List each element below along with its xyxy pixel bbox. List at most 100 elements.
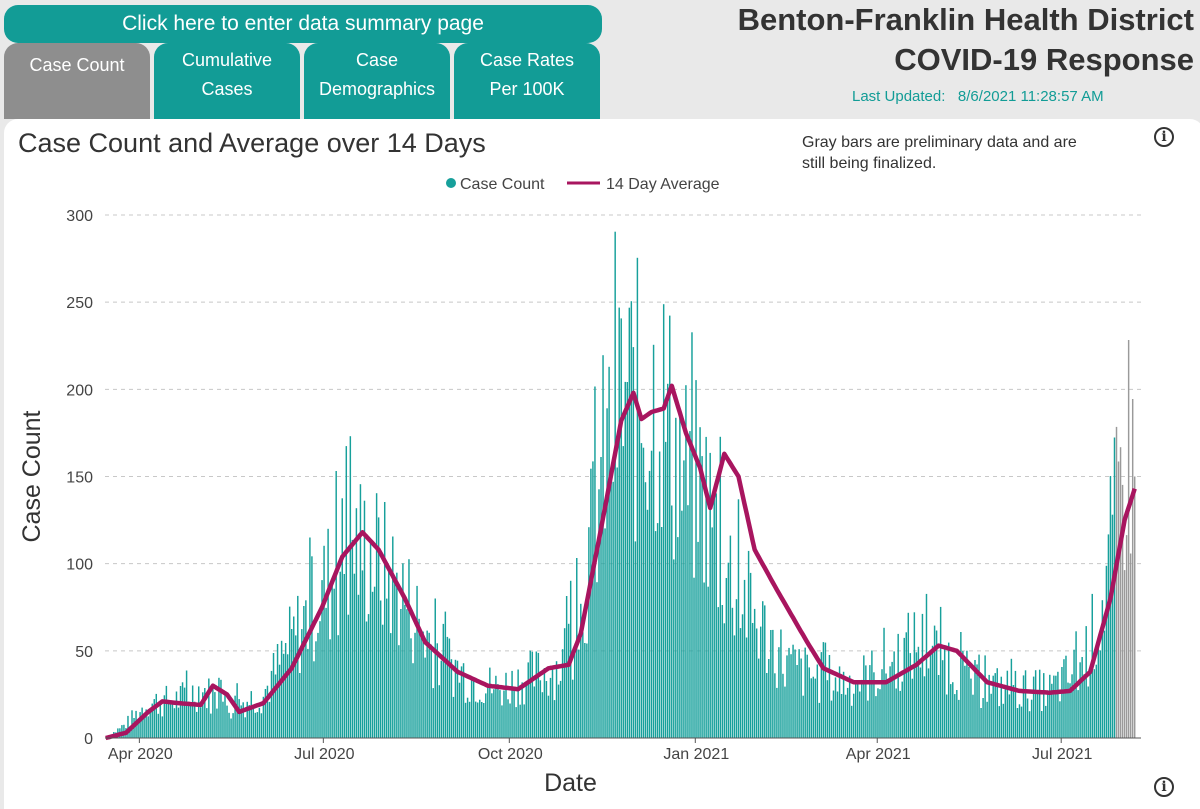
tab-cumulative-cases[interactable]: Cumulative Cases [154, 43, 300, 119]
bar [404, 604, 406, 738]
bar [933, 625, 936, 738]
bar [901, 681, 903, 738]
info-icon[interactable]: i [1154, 127, 1174, 147]
bar [422, 631, 424, 738]
bar [717, 607, 719, 738]
bar [715, 493, 717, 738]
bar [788, 647, 790, 738]
bar [529, 650, 531, 738]
bar [1065, 655, 1067, 738]
bar [861, 679, 863, 738]
bar [863, 655, 865, 738]
info-icon-bottom[interactable]: i [1154, 777, 1174, 797]
bar [489, 667, 491, 738]
bar [1111, 514, 1114, 738]
bar [899, 690, 901, 738]
bar [165, 685, 168, 738]
bar [687, 505, 689, 738]
bar [1004, 686, 1007, 738]
summary-page-button[interactable]: Click here to enter data summary page [4, 5, 602, 43]
bar [349, 436, 352, 738]
bar [470, 678, 473, 738]
bar [189, 705, 192, 738]
tab-case-rates[interactable]: Case Rates Per 100K [454, 43, 600, 119]
bar [1095, 664, 1098, 738]
bar [1107, 534, 1110, 738]
bar [315, 641, 317, 738]
bar [881, 669, 883, 738]
bar [745, 637, 748, 738]
y-tick-label: 250 [66, 295, 93, 312]
bar [525, 681, 527, 738]
bar [214, 692, 216, 738]
bar [264, 689, 267, 738]
bar [824, 642, 827, 738]
bar [968, 666, 970, 738]
bar [709, 452, 711, 738]
bar [713, 495, 715, 738]
bar [181, 682, 184, 738]
bar [1105, 565, 1108, 738]
bar [507, 699, 509, 738]
bar [828, 655, 831, 738]
bar [418, 618, 420, 738]
bar [844, 694, 847, 738]
bar [466, 697, 469, 738]
bar [919, 667, 922, 738]
bar [658, 451, 661, 738]
bar [656, 523, 659, 738]
bar [927, 668, 930, 738]
bar [462, 663, 465, 738]
bar [472, 677, 475, 738]
x-tick-label: Jan 2021 [663, 746, 729, 763]
bar [232, 713, 234, 738]
bar [1069, 683, 1071, 738]
bar [719, 436, 722, 738]
bar [962, 651, 964, 738]
bar [228, 712, 230, 738]
bar [175, 691, 178, 738]
bar [935, 630, 938, 738]
bar [705, 436, 707, 738]
bar [972, 694, 974, 738]
bar [367, 614, 370, 738]
bar [766, 673, 768, 738]
bar [846, 687, 849, 738]
bar [428, 632, 430, 738]
bar [543, 668, 546, 738]
bar [248, 705, 250, 738]
bar [889, 666, 891, 738]
bar [341, 498, 343, 738]
bar [578, 649, 580, 738]
bar [365, 621, 368, 738]
bar [250, 691, 253, 738]
bar [1123, 570, 1126, 738]
bar [622, 446, 624, 738]
bar [343, 574, 346, 738]
bar [796, 665, 798, 738]
bar [675, 417, 677, 738]
bar [173, 708, 176, 738]
x-tick-label: Jul 2021 [1032, 746, 1093, 763]
x-tick-label: Jul 2020 [294, 746, 355, 763]
bar [347, 614, 350, 738]
bar [806, 654, 808, 738]
bar [733, 635, 736, 738]
bar [600, 457, 602, 738]
title-line-1: Benton-Franklin Health District [737, 2, 1194, 37]
bar [177, 707, 180, 738]
tab-case-demographics[interactable]: Case Demographics [304, 43, 450, 119]
bar [226, 705, 228, 738]
tab-case-count[interactable]: Case Count [4, 43, 150, 119]
bar [859, 691, 861, 738]
bar [313, 661, 315, 738]
bar [626, 382, 629, 738]
bar [426, 630, 428, 738]
bar [681, 510, 683, 738]
bar [941, 660, 944, 738]
bar [406, 609, 408, 738]
case-count-chart: Case Count and Average over 14 Days Gray… [18, 128, 1141, 797]
bar [363, 500, 366, 738]
bar [230, 718, 232, 738]
bar [555, 661, 558, 738]
